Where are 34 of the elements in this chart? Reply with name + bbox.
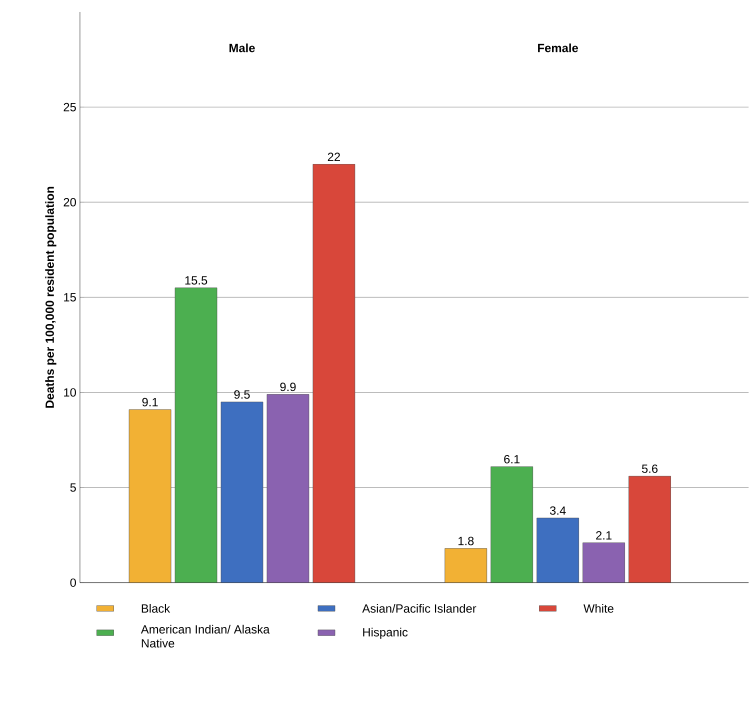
legend-label: American Indian/ Alaska Native (140, 625, 270, 648)
data-label: 3.4 (550, 506, 566, 515)
y-tick-label: 15 (64, 293, 76, 302)
bar (128, 410, 172, 583)
y-tick-label: 5 (70, 484, 76, 492)
data-label: 5.6 (642, 464, 658, 474)
x-tick-label: Male (230, 44, 255, 52)
bar (174, 288, 218, 583)
bar (312, 164, 356, 583)
y-tick-label: 25 (64, 103, 76, 112)
legend-label: Asian/Pacific Islander (362, 604, 476, 613)
data-label: 2.1 (596, 531, 612, 540)
y-tick-label: 20 (64, 198, 76, 207)
bar (490, 466, 534, 583)
bar (220, 402, 264, 583)
bar (266, 394, 310, 583)
data-label: 9.9 (280, 382, 296, 392)
y-axis-title: Deaths per 100,000 resident population (45, 187, 56, 408)
legend-label: Black (142, 604, 170, 613)
data-label: 22 (328, 152, 340, 162)
legend-label: White (583, 604, 614, 613)
y-tick-label: 0 (70, 578, 76, 588)
data-label: 9.5 (234, 390, 250, 399)
data-label: 1.8 (458, 536, 474, 546)
data-label: 6.1 (504, 455, 520, 464)
x-tick-label: Female (538, 44, 578, 52)
y-tick-label: 10 (64, 388, 76, 397)
bar (536, 518, 580, 583)
data-label: 15.5 (185, 276, 208, 285)
data-label: 9.1 (142, 398, 158, 407)
bar (444, 548, 488, 583)
bar (628, 476, 671, 583)
bar (582, 542, 625, 583)
legend-label: Hispanic (363, 628, 408, 640)
